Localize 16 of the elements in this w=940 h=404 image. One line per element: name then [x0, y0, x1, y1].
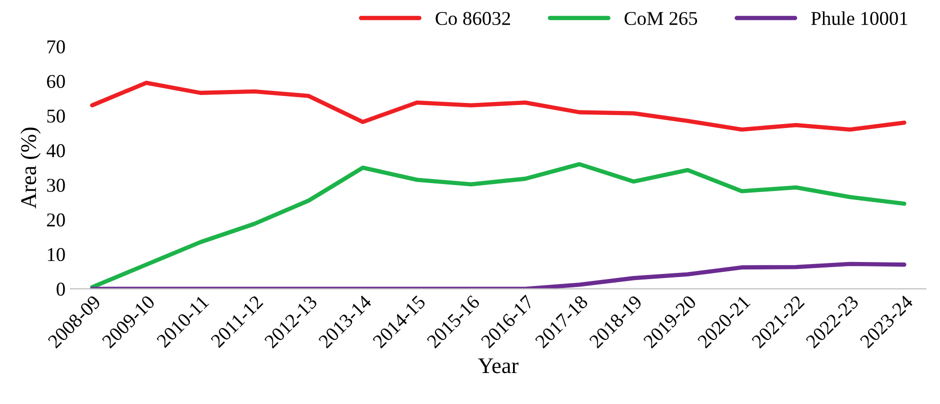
x-axis-title: Year	[478, 358, 518, 374]
legend-label: Co 86032	[436, 12, 510, 26]
y-axis-title: Area (%)	[20, 128, 41, 208]
legend-label: CoM 265	[624, 12, 698, 26]
y-tick-label: 70	[47, 40, 65, 54]
y-tick-label: 30	[47, 178, 65, 192]
y-tick-label: 60	[47, 74, 65, 88]
y-tick-label: 0	[56, 282, 65, 296]
legend-label: Phule 10001	[811, 11, 908, 26]
y-tick-label: 50	[47, 110, 65, 123]
line-series	[90, 262, 906, 289]
line-series	[90, 162, 906, 289]
line-series	[90, 80, 906, 132]
y-tick-label: 40	[46, 144, 65, 158]
y-tick-label: 20	[47, 213, 65, 227]
y-tick-label: 10	[48, 248, 65, 262]
